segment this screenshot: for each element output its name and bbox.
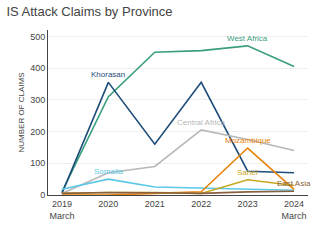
svg-text:2021: 2021 [145, 199, 165, 209]
svg-text:2022: 2022 [191, 199, 211, 209]
svg-text:Somalia: Somalia [94, 167, 123, 176]
svg-text:100: 100 [30, 158, 45, 168]
svg-text:NUMBER OF CLAIMS: NUMBER OF CLAIMS [17, 72, 26, 152]
svg-text:Sahel: Sahel [237, 168, 258, 177]
svg-text:300: 300 [30, 95, 45, 105]
svg-text:East Asia: East Asia [277, 179, 311, 188]
svg-text:2020: 2020 [98, 199, 118, 209]
svg-text:0: 0 [40, 190, 45, 200]
svg-text:West Africa: West Africa [227, 34, 268, 43]
svg-text:400: 400 [30, 63, 45, 73]
svg-text:500: 500 [30, 31, 45, 41]
svg-text:2023: 2023 [238, 199, 258, 209]
svg-text:200: 200 [30, 127, 45, 137]
svg-text:Khorasan: Khorasan [91, 70, 125, 79]
svg-text:2019March: 2019March [49, 199, 74, 221]
svg-text:2024March: 2024March [282, 199, 307, 221]
svg-text:Mozambique: Mozambique [225, 136, 271, 145]
svg-text:Central Africa: Central Africa [177, 118, 226, 127]
svg-text:IS Attack Claims by Province: IS Attack Claims by Province [6, 4, 172, 19]
